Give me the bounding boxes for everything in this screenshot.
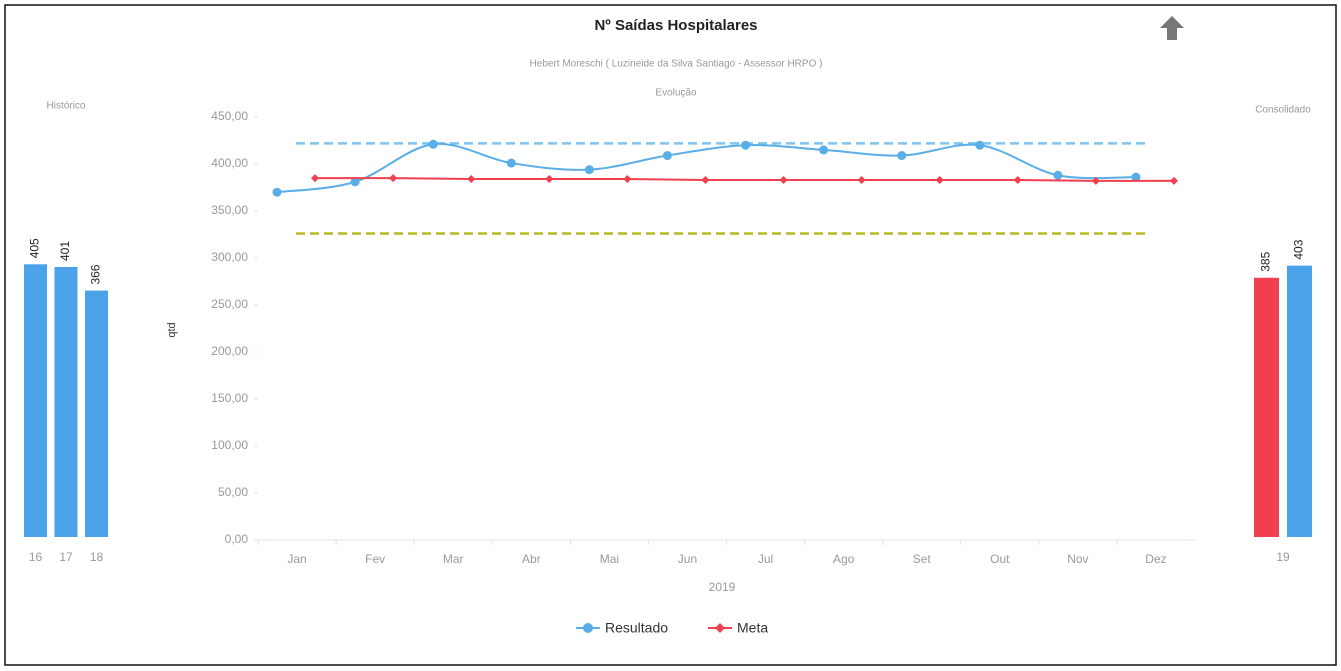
point — [975, 140, 985, 150]
frame — [4, 4, 1337, 666]
point — [897, 151, 907, 161]
point — [701, 175, 710, 184]
point — [350, 177, 360, 187]
point — [857, 175, 866, 184]
x-tick-label: 17 — [59, 550, 73, 564]
data-label: 401 — [58, 241, 72, 261]
x-tick-label: 18 — [90, 550, 104, 564]
point — [1053, 170, 1063, 180]
chart-subtitle: Hebert Moreschi ( Luzineide da Silva San… — [530, 59, 823, 70]
legend-label: Meta — [737, 620, 768, 636]
point — [428, 139, 438, 149]
x-axis-label: 2019 — [709, 580, 736, 594]
series-line — [276, 142, 1136, 194]
bar — [85, 290, 108, 537]
chart-subtitle: Evolução — [655, 88, 697, 99]
data-label: 403 — [1292, 239, 1306, 259]
point — [584, 165, 594, 175]
y-tick-label: 450,00 — [211, 109, 248, 123]
x-tick-label: 19 — [1276, 550, 1290, 564]
x-tick-label: Jan — [287, 552, 306, 566]
legend-label: Resultado — [605, 620, 668, 636]
y-tick-label: 350,00 — [211, 203, 248, 217]
point — [779, 175, 788, 184]
point — [467, 175, 476, 184]
point — [741, 140, 751, 150]
legend-marker — [715, 623, 725, 633]
x-tick-label: Jun — [678, 552, 697, 566]
data-label: 385 — [1259, 251, 1273, 271]
y-axis-label: qtd — [166, 322, 178, 337]
x-tick-label: Out — [990, 552, 1010, 566]
point — [1169, 176, 1178, 185]
y-tick-label: 0,00 — [225, 532, 249, 546]
y-tick-label: 100,00 — [211, 438, 248, 452]
data-label: 366 — [89, 264, 103, 284]
point — [1013, 175, 1022, 184]
x-tick-label: 16 — [29, 550, 43, 564]
x-tick-label: Mar — [443, 552, 464, 566]
x-tick-label: Fev — [365, 552, 385, 566]
x-tick-label: Dez — [1145, 552, 1166, 566]
x-tick-label: Jul — [758, 552, 773, 566]
x-tick-label: Abr — [522, 552, 541, 566]
point — [623, 175, 632, 184]
point — [272, 187, 282, 197]
up-arrow-icon[interactable] — [1160, 16, 1184, 40]
x-tick-label: Set — [913, 552, 932, 566]
point — [311, 174, 320, 183]
bar — [1254, 277, 1279, 537]
x-tick-label: Ago — [833, 552, 855, 566]
point — [1091, 176, 1100, 185]
bar — [1287, 265, 1312, 537]
point — [662, 151, 672, 161]
y-tick-label: 50,00 — [218, 485, 248, 499]
bar — [24, 264, 47, 537]
point — [819, 145, 829, 155]
point — [389, 174, 398, 183]
point — [506, 158, 516, 168]
y-tick-label: 300,00 — [211, 250, 248, 264]
y-tick-label: 250,00 — [211, 297, 248, 311]
point — [1131, 172, 1141, 182]
point — [545, 175, 554, 184]
y-tick-label: 150,00 — [211, 391, 248, 405]
x-tick-label: Mai — [600, 552, 619, 566]
side-title: Consolidado — [1255, 105, 1311, 116]
chart-title: Nº Saídas Hospitalares — [594, 17, 757, 34]
legend-marker — [583, 623, 593, 633]
bar — [54, 266, 78, 537]
data-label: 405 — [28, 238, 42, 258]
point — [935, 175, 944, 184]
y-tick-label: 400,00 — [211, 156, 248, 170]
x-tick-label: Nov — [1067, 552, 1088, 566]
series-line — [315, 177, 1174, 182]
side-title: Histórico — [47, 101, 86, 112]
y-tick-label: 200,00 — [211, 344, 248, 358]
